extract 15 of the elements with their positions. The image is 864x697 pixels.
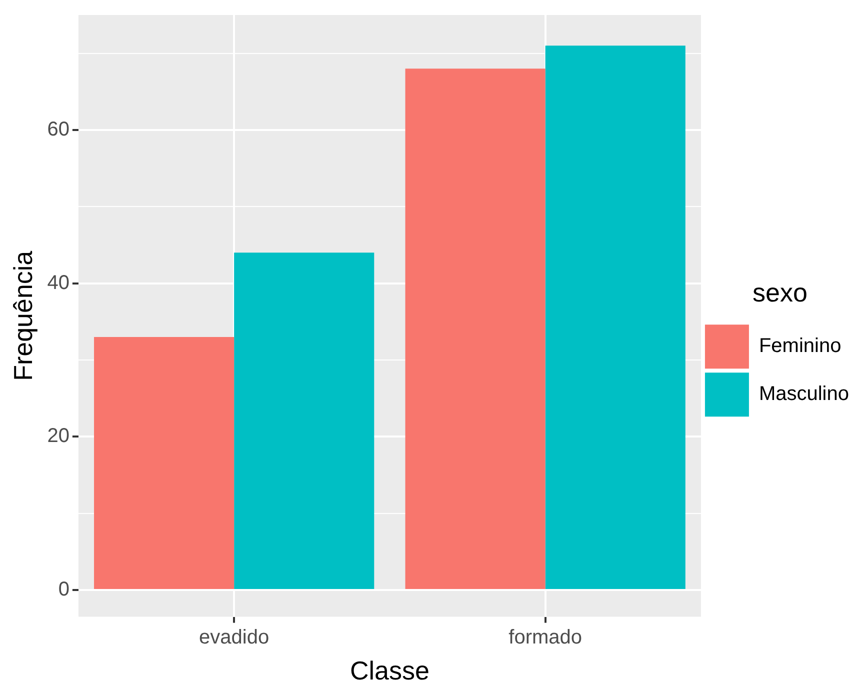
y-axis-title: Frequência bbox=[8, 250, 38, 381]
legend-title: sexo bbox=[752, 278, 808, 308]
y-tick-label: 60 bbox=[47, 118, 70, 141]
legend-label: Feminino bbox=[758, 335, 842, 358]
y-tick-label: 20 bbox=[47, 425, 70, 448]
x-tick-label: formado bbox=[508, 626, 582, 648]
y-tick-label: 40 bbox=[47, 272, 70, 294]
bar bbox=[545, 46, 686, 589]
x-tick-label: evadido bbox=[199, 626, 270, 648]
y-tick-label: 0 bbox=[58, 578, 70, 600]
bar bbox=[405, 68, 546, 589]
x-axis-title: Classe bbox=[350, 656, 430, 686]
legend-label: Masculino bbox=[758, 383, 850, 406]
bar bbox=[94, 336, 234, 589]
bar bbox=[234, 252, 374, 589]
